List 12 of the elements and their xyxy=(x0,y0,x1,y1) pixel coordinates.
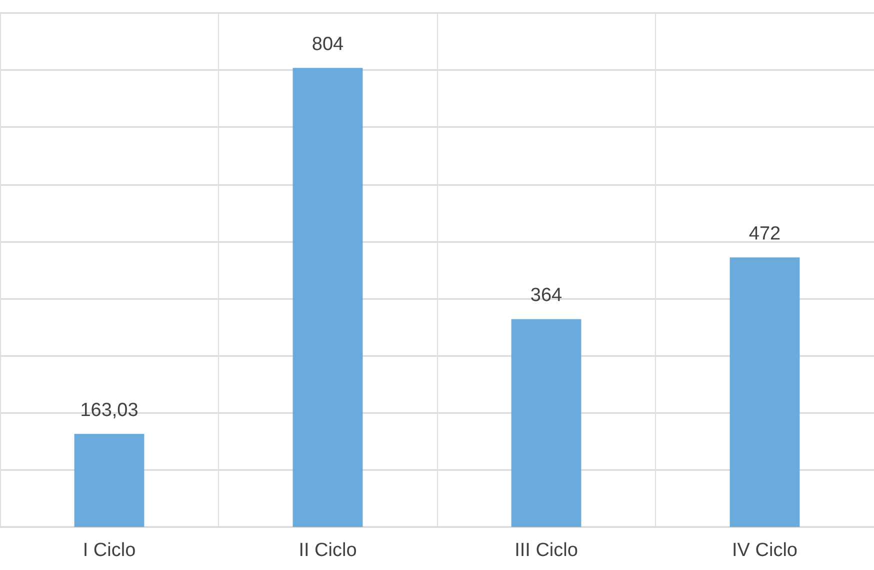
bar xyxy=(511,319,582,527)
x-tick-label: IV Ciclo xyxy=(732,540,798,561)
data-label: 364 xyxy=(530,285,563,306)
x-tick-label: II Ciclo xyxy=(298,540,357,561)
x-tick-label: I Ciclo xyxy=(82,540,136,561)
bar xyxy=(730,257,800,527)
x-tick-label: III Ciclo xyxy=(514,540,578,561)
data-label: 804 xyxy=(312,34,344,55)
data-label: 163,03 xyxy=(80,400,138,421)
bar xyxy=(292,68,363,527)
bar xyxy=(74,434,144,527)
data-label: 472 xyxy=(748,223,781,244)
